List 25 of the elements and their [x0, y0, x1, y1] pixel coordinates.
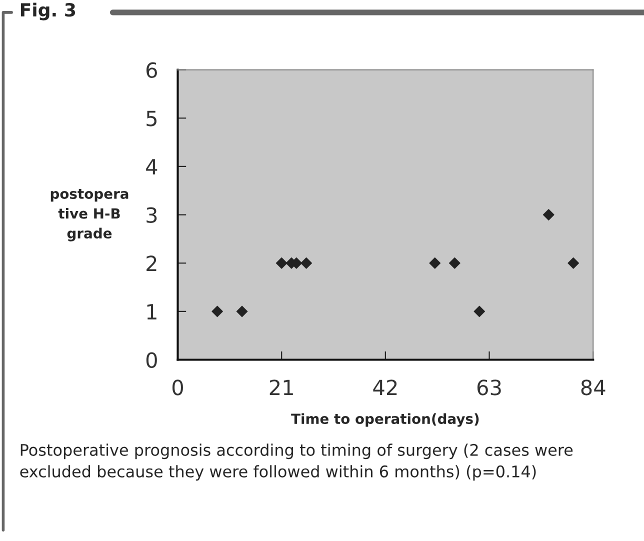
x-tick-label: 42: [373, 380, 397, 396]
point: [429, 257, 441, 269]
x-tick-label: 63: [477, 380, 501, 396]
point: [276, 257, 288, 269]
point: [474, 306, 486, 318]
y-axis-title: postopera tive H-B grade: [50, 189, 128, 242]
y-tick-label: 5: [146, 110, 156, 126]
x-tick-label: 0: [172, 380, 183, 396]
point: [568, 257, 580, 269]
y-tick-label: 2: [146, 256, 156, 272]
point: [448, 257, 460, 269]
point: [542, 209, 554, 220]
text: Postoperative prognosis according to timing of surgery (2 cases were excluded because they were followed within 6 months) (p=0.14): [20, 444, 573, 481]
y-tick-label: 1: [147, 304, 156, 320]
point: [236, 306, 248, 318]
chart-title: Fig. 3: [20, 2, 76, 20]
point: [212, 306, 223, 318]
y-tick-label: 6: [146, 62, 157, 78]
x-tick-label: 84: [581, 380, 606, 396]
y-tick-label: 4: [146, 159, 158, 174]
y-tick-label: 3: [146, 207, 157, 223]
x-tick-label: 21: [270, 380, 293, 396]
point: [300, 257, 312, 269]
x-axis-title: Time to operation(days): [291, 413, 479, 427]
y-tick-label: 0: [146, 352, 157, 368]
